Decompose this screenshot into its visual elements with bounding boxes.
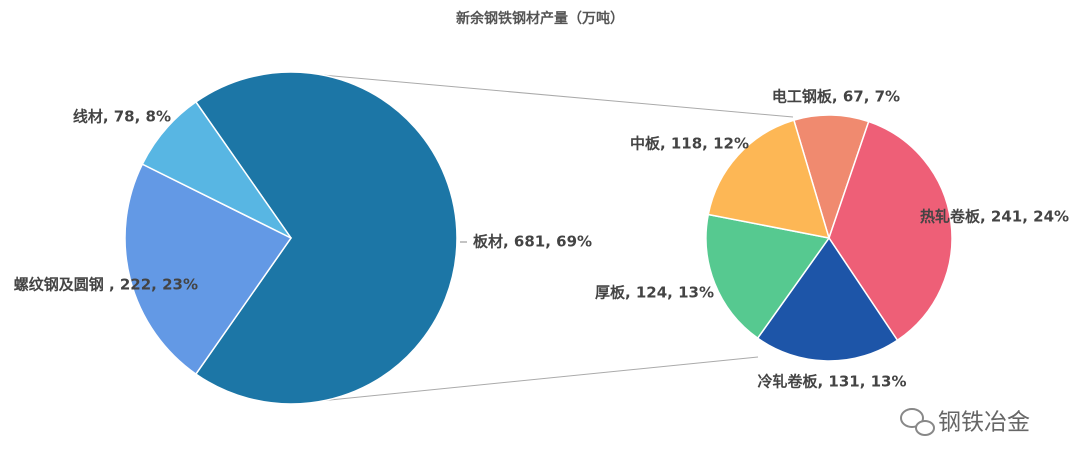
data-label: 中板, 118, 12% [630,135,749,153]
data-label: 线材, 78, 8% [73,108,171,126]
watermark-icon [915,420,935,436]
pie-slice [705,213,831,340]
pie-slice [828,120,953,342]
data-label: 板材, 681, 69% [473,233,592,251]
connector-line [299,356,759,404]
pie-slice [792,114,870,241]
watermark: 钢铁冶金 [900,408,1030,436]
data-label: 厚板, 124, 13% [595,284,714,302]
pie-slice [707,119,831,239]
data-label: 电工钢板, 67, 7% [772,88,900,106]
data-label: 热轧卷板, 241, 24% [920,208,1069,226]
watermark-icon [900,408,924,428]
pie-slice [756,236,899,362]
pie-slice [194,71,458,405]
pie-slice [124,163,293,376]
pie-slice [141,100,292,239]
chart-title: 新余钢铁钢材产量（万吨） [456,10,624,27]
watermark-text: 钢铁冶金 [938,410,1030,436]
connector-line [299,72,794,118]
data-label: 螺纹钢及圆钢 , 222, 23% [14,276,198,294]
data-label: 冷轧卷板, 131, 13% [757,373,906,391]
